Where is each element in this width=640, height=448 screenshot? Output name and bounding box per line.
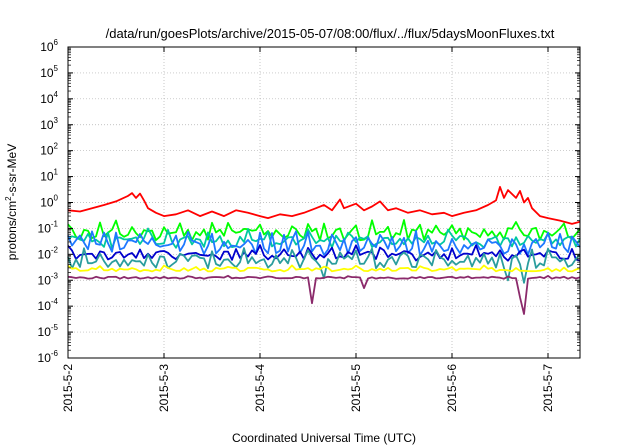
- y-tick-label-exp: 2: [54, 142, 59, 151]
- y-tick-label-base: 10: [40, 144, 54, 158]
- y-tick-label-exp: 5: [54, 64, 59, 73]
- series-line-1: [67, 186, 581, 225]
- y-tick-label: 106: [40, 38, 58, 54]
- y-tick-label-base: 10: [38, 273, 52, 287]
- y-tick-label-base: 10: [38, 351, 52, 365]
- x-axis-label: Coordinated Universal Time (UTC): [232, 431, 416, 445]
- y-tick-label-exp: -6: [51, 349, 59, 358]
- y-tick-label: 102: [40, 142, 58, 158]
- chart-title: /data/run/goesPlots/archive/2015-05-07/0…: [106, 26, 555, 41]
- y-tick-label-base: 10: [40, 66, 54, 80]
- y-tick-label: 10-6: [38, 349, 59, 365]
- y-tick-label-base: 10: [40, 118, 54, 132]
- y-tick-label: 101: [40, 168, 58, 184]
- x-tick-label: 2015-5-5: [349, 364, 363, 412]
- y-axis-label-prefix: protons/cm: [5, 201, 19, 260]
- series-line-7: [67, 264, 581, 273]
- y-tick-label-exp: -1: [51, 219, 59, 228]
- y-tick-label-base: 10: [40, 40, 54, 54]
- y-tick-label-base: 10: [40, 196, 54, 210]
- series-group: [67, 186, 581, 315]
- y-axis: 10-610-510-410-310-210-11001011021031041…: [38, 38, 580, 365]
- y-axis-label-sup: 2: [4, 196, 13, 201]
- y-tick-label-exp: -5: [51, 323, 59, 332]
- y-tick-label: 104: [40, 90, 58, 106]
- y-tick-label: 105: [40, 64, 58, 80]
- y-tick-label-exp: -3: [51, 271, 59, 280]
- series-line-8: [67, 274, 581, 315]
- y-tick-label-exp: 0: [54, 194, 59, 203]
- x-axis: 2015-5-2 2015-5-3 2015-5-4 2015-5-5 2015-5-6…: [61, 47, 555, 412]
- y-tick-label-base: 10: [38, 247, 52, 261]
- y-tick-label-exp: 4: [54, 90, 59, 99]
- y-tick-label-base: 10: [40, 92, 54, 106]
- y-axis-label-suffix: -s-sr-MeV: [5, 144, 19, 197]
- x-tick-label: 2015-5-6: [445, 364, 459, 412]
- series-line-4: [67, 230, 581, 257]
- y-tick-label-exp: 6: [54, 38, 59, 47]
- y-axis-label: protons/cm2-s-sr-MeV: [4, 144, 19, 260]
- series-line-2: [67, 219, 581, 242]
- y-tick-label: 10-3: [38, 271, 59, 287]
- series-line-3: [67, 227, 581, 249]
- series-line-5: [67, 244, 581, 262]
- x-tick-label: 2015-5-4: [253, 364, 267, 412]
- y-tick-label-exp: 3: [54, 116, 59, 125]
- y-tick-label: 100: [40, 194, 58, 210]
- y-tick-label-base: 10: [38, 299, 52, 313]
- y-tick-label: 10-5: [38, 323, 59, 339]
- x-tick-label: 2015-5-2: [61, 364, 75, 412]
- x-tick-label: 2015-5-3: [157, 364, 171, 412]
- y-tick-label-exp: -4: [51, 297, 59, 306]
- y-tick-label: 10-1: [38, 219, 59, 235]
- y-tick-label-base: 10: [38, 325, 52, 339]
- x-tick-label: 2015-5-7: [541, 364, 555, 412]
- y-tick-label-base: 10: [40, 170, 54, 184]
- y-tick-label: 103: [40, 116, 58, 132]
- y-tick-label: 10-2: [38, 245, 59, 261]
- y-tick-label-exp: 1: [54, 168, 59, 177]
- y-tick-label-base: 10: [38, 221, 52, 235]
- y-tick-label: 10-4: [38, 297, 59, 313]
- y-tick-label-exp: -2: [51, 245, 59, 254]
